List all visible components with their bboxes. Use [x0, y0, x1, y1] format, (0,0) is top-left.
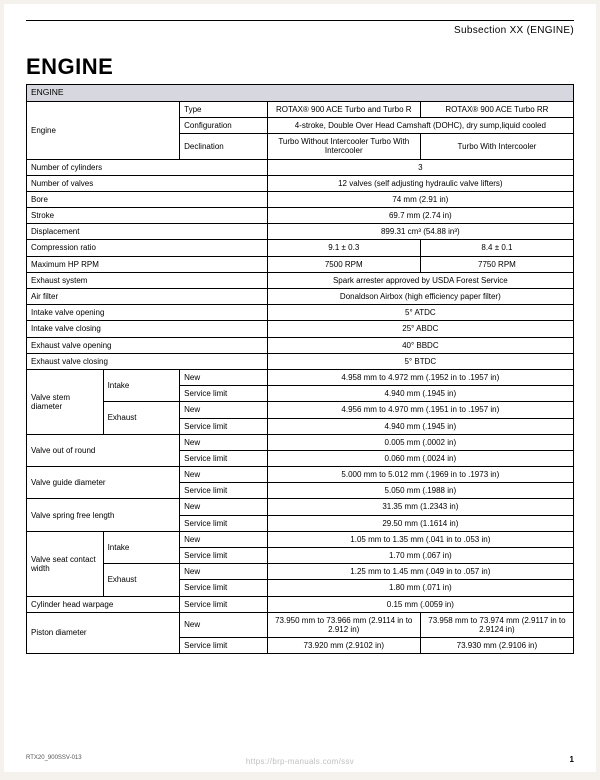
new-label: New: [180, 531, 268, 547]
chw-label: Cylinder head warpage: [27, 596, 180, 612]
watermark: https://brp-manuals.com/ssv: [4, 757, 596, 766]
evc-label: Exhaust valve closing: [27, 353, 268, 369]
new-label: New: [180, 434, 268, 450]
svc-label: Service limit: [180, 386, 268, 402]
svc-label: Service limit: [180, 638, 268, 654]
new-label: New: [180, 499, 268, 515]
vscw-ex-svc: 1.80 mm (.071 in): [267, 580, 573, 596]
section-header: ENGINE: [27, 85, 574, 102]
intake-label: Intake: [103, 531, 180, 563]
vsfl-svc: 29.50 mm (1.1614 in): [267, 515, 573, 531]
voor-new: 0.005 mm (.0002 in): [267, 434, 573, 450]
decl-label: Declination: [180, 134, 268, 159]
compr-val2: 8.4 ± 0.1: [420, 240, 573, 256]
header-rule: [26, 20, 574, 21]
numcyl-label: Number of cylinders: [27, 159, 268, 175]
config-label: Configuration: [180, 117, 268, 133]
vsd-label: Valve stem diameter: [27, 369, 104, 434]
exhaust-label: Exhaust: [103, 564, 180, 596]
ivc-val: 25° ABDC: [267, 321, 573, 337]
page-title: ENGINE: [26, 54, 574, 80]
new-label: New: [180, 402, 268, 418]
pd-label: Piston diameter: [27, 612, 180, 654]
decl-val1: Turbo Without Intercooler Turbo With Int…: [267, 134, 420, 159]
bore-label: Bore: [27, 191, 268, 207]
bore-val: 74 mm (2.91 in): [267, 191, 573, 207]
compr-val1: 9.1 ± 0.3: [267, 240, 420, 256]
airfilter-label: Air filter: [27, 289, 268, 305]
disp-val: 899.31 cm³ (54.88 in³): [267, 224, 573, 240]
ivo-val: 5° ATDC: [267, 305, 573, 321]
engine-label: Engine: [27, 101, 180, 159]
numcyl-val: 3: [267, 159, 573, 175]
exhsys-val: Spark arrester approved by USDA Forest S…: [267, 272, 573, 288]
voor-label: Valve out of round: [27, 434, 180, 466]
new-label: New: [180, 612, 268, 637]
ivc-label: Intake valve closing: [27, 321, 268, 337]
page: Subsection XX (ENGINE) ENGINE ENGINE Eng…: [4, 4, 596, 772]
stroke-label: Stroke: [27, 208, 268, 224]
vscw-in-svc: 1.70 mm (.067 in): [267, 548, 573, 564]
chw-svc: 0.15 mm (.0059 in): [267, 596, 573, 612]
svc-label: Service limit: [180, 418, 268, 434]
numvalves-val: 12 valves (self adjusting hydraulic valv…: [267, 175, 573, 191]
svc-label: Service limit: [180, 515, 268, 531]
vsfl-new: 31.35 mm (1.2343 in): [267, 499, 573, 515]
maxhp-val2: 7750 RPM: [420, 256, 573, 272]
svc-label: Service limit: [180, 596, 268, 612]
maxhp-val1: 7500 RPM: [267, 256, 420, 272]
svc-label: Service limit: [180, 483, 268, 499]
new-label: New: [180, 369, 268, 385]
exhaust-label: Exhaust: [103, 402, 180, 434]
maxhp-label: Maximum HP RPM: [27, 256, 268, 272]
new-label: New: [180, 467, 268, 483]
vscw-label: Valve seat contact width: [27, 531, 104, 596]
compr-label: Compression ratio: [27, 240, 268, 256]
config-val: 4-stroke, Double Over Head Camshaft (DOH…: [267, 117, 573, 133]
vgd-svc: 5.050 mm (.1988 in): [267, 483, 573, 499]
vsd-in-svc: 4.940 mm (.1945 in): [267, 386, 573, 402]
spec-table: ENGINE Engine Type ROTAX® 900 ACE Turbo …: [26, 84, 574, 654]
pd-new2: 73.958 mm to 73.974 mm (2.9117 in to 2.9…: [420, 612, 573, 637]
intake-label: Intake: [103, 369, 180, 401]
vsd-ex-new: 4.956 mm to 4.970 mm (.1951 in to .1957 …: [267, 402, 573, 418]
exhsys-label: Exhaust system: [27, 272, 268, 288]
subsection-label: Subsection XX (ENGINE): [26, 25, 574, 36]
airfilter-val: Donaldson Airbox (high efficiency paper …: [267, 289, 573, 305]
vgd-new: 5.000 mm to 5.012 mm (.1969 in to .1973 …: [267, 467, 573, 483]
vscw-in-new: 1.05 mm to 1.35 mm (.041 in to .053 in): [267, 531, 573, 547]
type-label: Type: [180, 101, 268, 117]
evo-val: 40° BBDC: [267, 337, 573, 353]
vsd-ex-svc: 4.940 mm (.1945 in): [267, 418, 573, 434]
type-val2: ROTAX® 900 ACE Turbo RR: [420, 101, 573, 117]
stroke-val: 69.7 mm (2.74 in): [267, 208, 573, 224]
pd-new1: 73.950 mm to 73.966 mm (2.9114 in to 2.9…: [267, 612, 420, 637]
vsd-in-new: 4.958 mm to 4.972 mm (.1952 in to .1957 …: [267, 369, 573, 385]
vsfl-label: Valve spring free length: [27, 499, 180, 531]
vscw-ex-new: 1.25 mm to 1.45 mm (.049 in to .057 in): [267, 564, 573, 580]
disp-label: Displacement: [27, 224, 268, 240]
new-label: New: [180, 564, 268, 580]
voor-svc: 0.060 mm (.0024 in): [267, 450, 573, 466]
ivo-label: Intake valve opening: [27, 305, 268, 321]
svc-label: Service limit: [180, 450, 268, 466]
decl-val2: Turbo With Intercooler: [420, 134, 573, 159]
evo-label: Exhaust valve opening: [27, 337, 268, 353]
pd-svc2: 73.930 mm (2.9106 in): [420, 638, 573, 654]
pd-svc1: 73.920 mm (2.9102 in): [267, 638, 420, 654]
evc-val: 5° BTDC: [267, 353, 573, 369]
numvalves-label: Number of valves: [27, 175, 268, 191]
vgd-label: Valve guide diameter: [27, 467, 180, 499]
type-val1: ROTAX® 900 ACE Turbo and Turbo R: [267, 101, 420, 117]
svc-label: Service limit: [180, 548, 268, 564]
svc-label: Service limit: [180, 580, 268, 596]
